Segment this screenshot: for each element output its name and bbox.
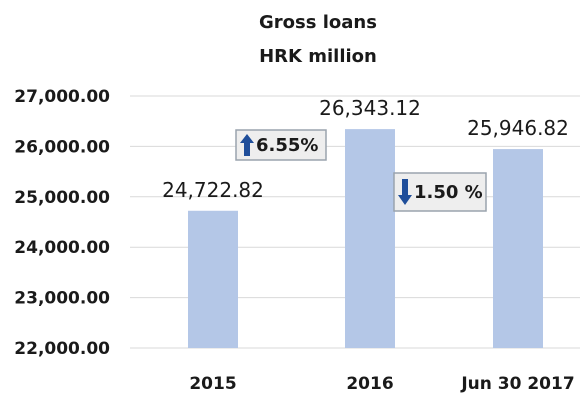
- arrow-up-icon: [240, 134, 254, 156]
- y-tick-label: 23,000.00: [14, 289, 110, 309]
- x-tick-label: 2015: [189, 374, 236, 394]
- data-labels: 24,722.82 26,343.12 25,946.82: [162, 96, 569, 202]
- y-tick-label: 24,000.00: [14, 238, 110, 258]
- data-label: 25,946.82: [467, 116, 569, 140]
- y-tick-label: 25,000.00: [14, 188, 110, 208]
- annotation-box: [235, 129, 327, 161]
- x-tick-label: 2016: [346, 374, 393, 394]
- bars: [188, 129, 543, 348]
- bar: [493, 149, 543, 348]
- chart-title: Gross loans: [259, 12, 377, 33]
- bar: [188, 210, 238, 348]
- annotation-label: 1.50 %: [414, 182, 483, 203]
- x-axis-ticks: 2015 2016 Jun 30 2017: [189, 374, 574, 394]
- change-annotation: 1.50 %: [393, 172, 487, 212]
- data-label: 26,343.12: [319, 96, 421, 120]
- data-label: 24,722.82: [162, 178, 264, 202]
- change-annotation: 6.55%: [235, 129, 327, 161]
- bar: [345, 129, 395, 348]
- x-tick-label: Jun 30 2017: [460, 374, 574, 394]
- annotation-label: 6.55%: [256, 135, 318, 156]
- y-tick-label: 26,000.00: [14, 137, 110, 157]
- annotation-box: [393, 172, 487, 212]
- change-annotations: 6.55% 1.50 %: [235, 129, 487, 212]
- y-tick-label: 22,000.00: [14, 339, 110, 359]
- y-tick-label: 27,000.00: [14, 87, 110, 107]
- arrow-down-icon: [398, 179, 412, 205]
- chart-subtitle: HRK million: [259, 46, 377, 67]
- y-axis-ticks: 22,000.00 23,000.00 24,000.00 25,000.00 26,0…: [14, 87, 110, 359]
